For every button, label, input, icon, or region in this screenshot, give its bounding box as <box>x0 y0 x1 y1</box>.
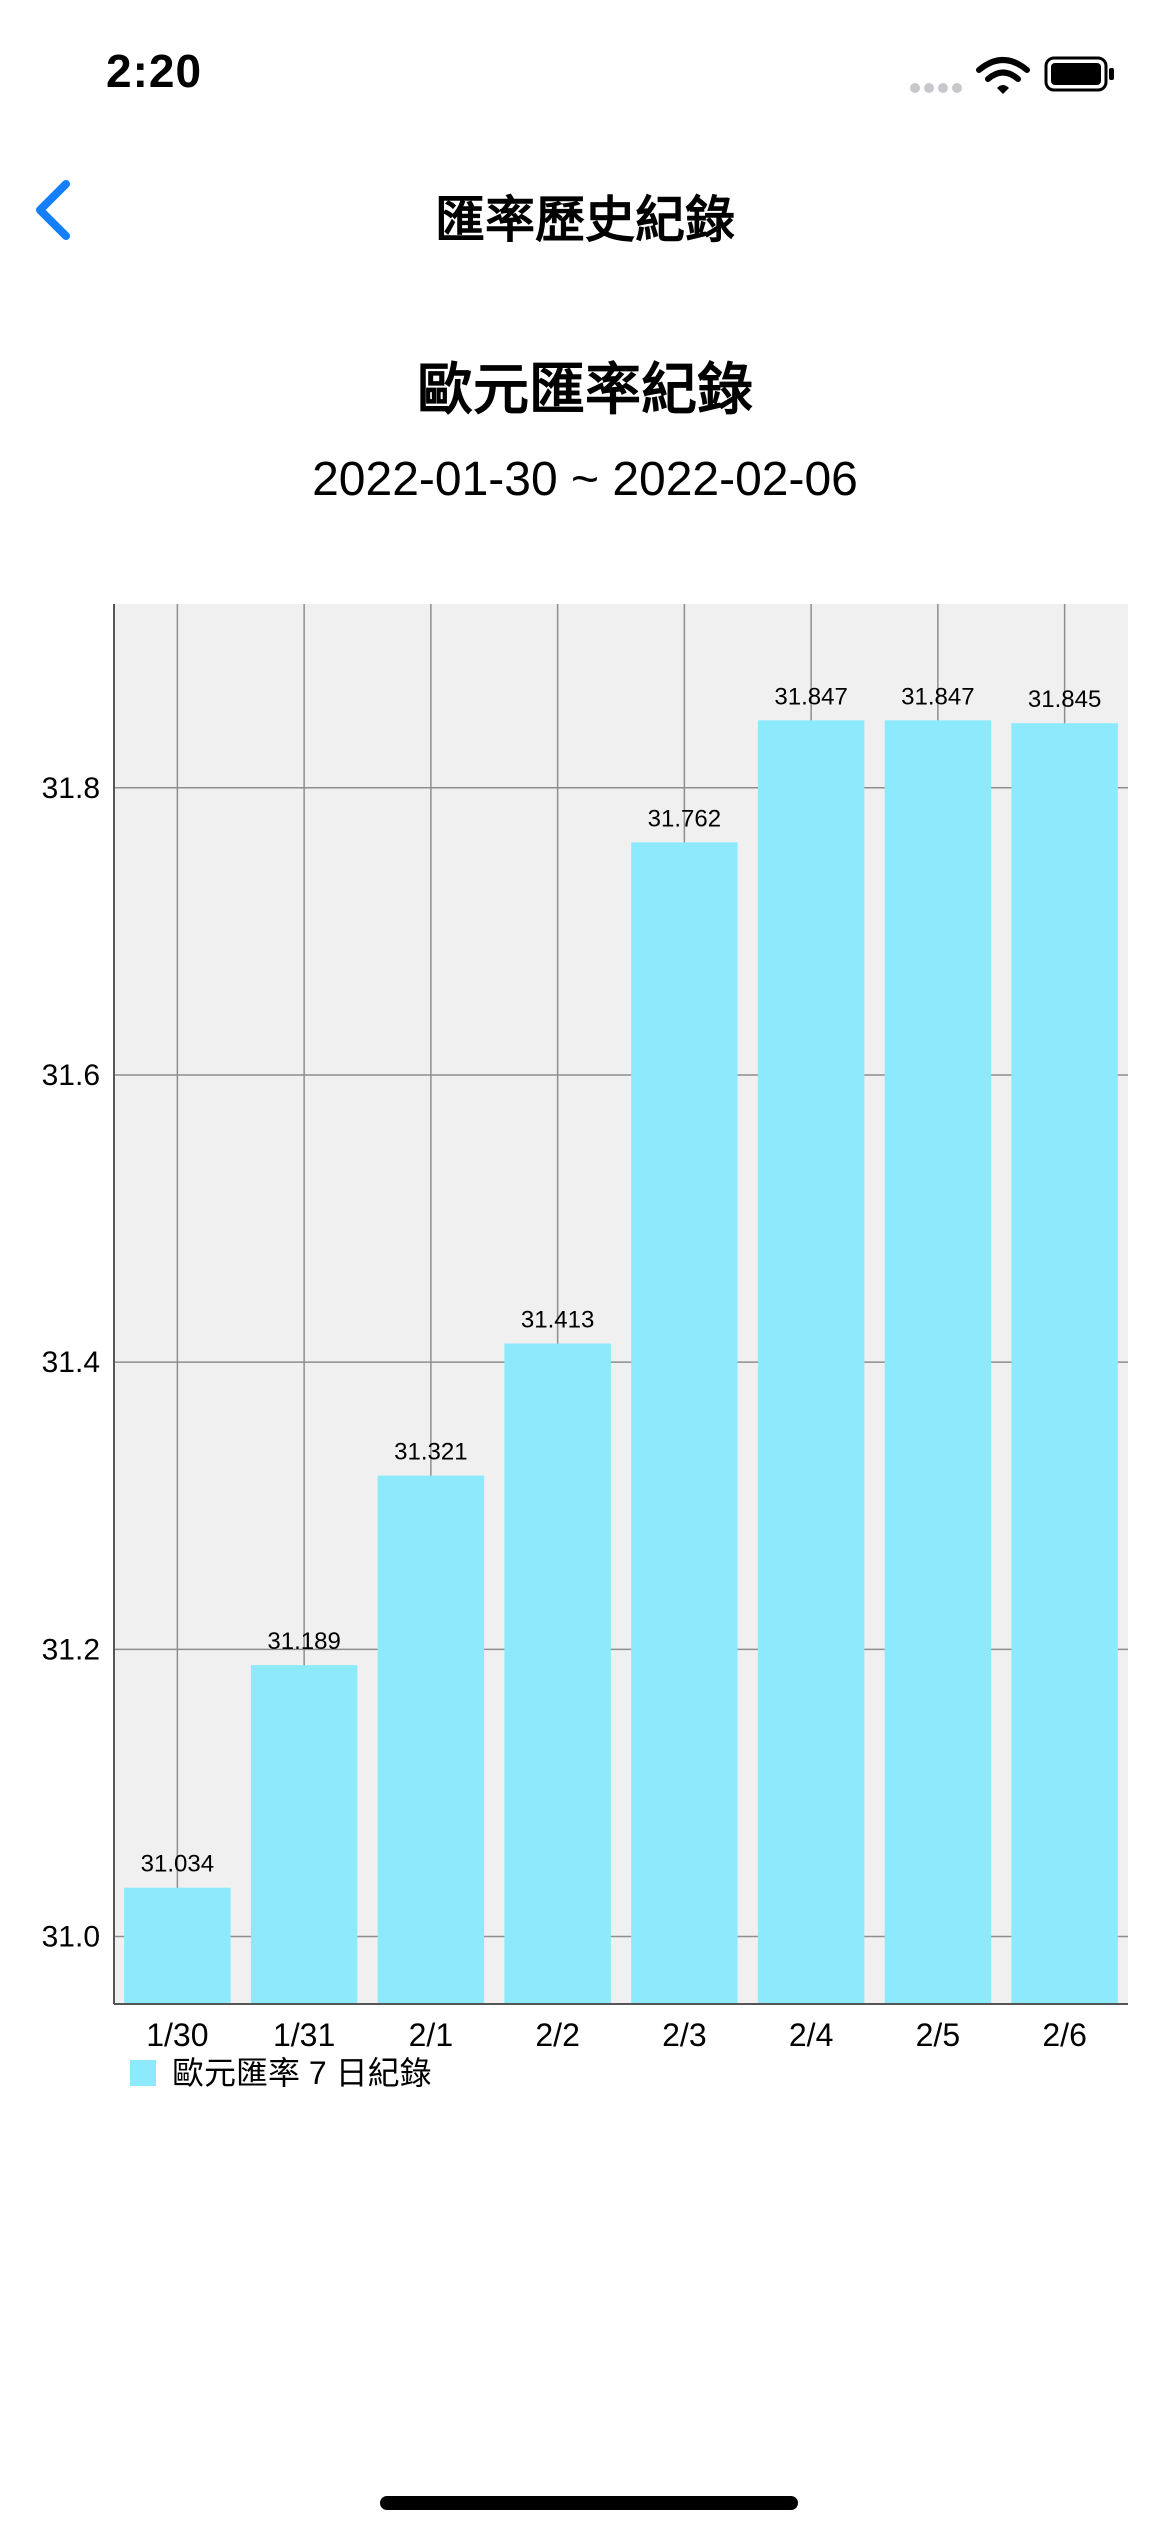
data-label: 31.189 <box>267 1628 340 1655</box>
legend-label: 歐元匯率 7 日紀錄 <box>172 2055 432 2091</box>
bar <box>884 720 992 2005</box>
y-tick-label: 31.0 <box>42 1921 100 1954</box>
cellular-signal-icon <box>910 80 966 93</box>
x-tick-label: 2/5 <box>916 2017 960 2053</box>
x-tick-label: 2/6 <box>1042 2017 1086 2053</box>
home-indicator <box>380 2496 798 2510</box>
data-label: 31.762 <box>648 805 721 832</box>
y-tick-label: 31.6 <box>42 1059 100 1092</box>
bar <box>250 1665 358 2004</box>
bar-chart: 31.0 31.2 31.4 31.6 31.8 31.034 1/30 31.189 1/31… <box>42 604 1128 2091</box>
x-tick-label: 1/30 <box>146 2017 208 2053</box>
data-label: 31.321 <box>394 1439 467 1466</box>
data-label: 31.847 <box>901 683 974 710</box>
status-bar: 2:20 <box>0 0 1170 150</box>
data-label: 31.847 <box>774 683 847 710</box>
bar <box>1011 723 1118 2005</box>
bar <box>504 1343 611 2004</box>
data-label: 31.413 <box>521 1306 594 1333</box>
bar <box>757 720 865 2005</box>
chart-date-range: 2022-01-30 ~ 2022-02-06 <box>312 453 858 506</box>
x-tick-label: 2/1 <box>409 2017 453 2053</box>
chart-title: 歐元匯率紀錄 <box>417 358 753 421</box>
data-label: 31.845 <box>1028 686 1101 713</box>
bar <box>631 842 738 2004</box>
legend-swatch <box>130 2060 156 2086</box>
battery-icon <box>1044 56 1114 92</box>
x-tick-label: 2/4 <box>789 2017 833 2053</box>
bar <box>377 1475 485 2004</box>
back-chevron-icon[interactable] <box>18 170 98 250</box>
x-tick-label: 1/31 <box>273 2017 335 2053</box>
navigation-bar: 匯率歷史紀錄 <box>0 150 1170 270</box>
bar <box>124 1887 231 2004</box>
y-tick-label: 31.8 <box>42 772 100 805</box>
y-tick-label: 31.2 <box>42 1633 100 1666</box>
y-tick-label: 31.4 <box>42 1346 100 1379</box>
x-tick-label: 2/2 <box>535 2017 579 2053</box>
nav-title: 匯率歷史紀錄 <box>435 192 735 248</box>
data-label: 31.034 <box>141 1851 214 1878</box>
wifi-icon <box>976 57 1030 94</box>
status-time: 2:20 <box>106 45 203 97</box>
x-tick-label: 2/3 <box>662 2017 706 2053</box>
